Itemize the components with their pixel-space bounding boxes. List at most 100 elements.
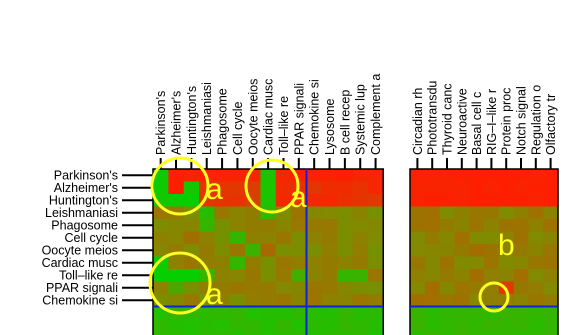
heatmap-cell (321, 256, 338, 270)
heatmap-cell (153, 281, 169, 295)
annotation-layer: a a a b (148, 156, 515, 315)
heatmap-cell (424, 331, 441, 335)
heatmap-cell (513, 231, 529, 245)
heatmap-cell (306, 306, 323, 320)
heatmap-cell (306, 206, 323, 220)
heatmap-cell (153, 269, 169, 283)
heatmap-cell (352, 269, 369, 283)
heatmap-cell (275, 294, 292, 308)
heatmap-cell (275, 181, 292, 195)
heatmap-cell (275, 169, 292, 183)
heatmap-cell (275, 331, 292, 335)
heatmap-cell (275, 219, 292, 233)
heatmap-cell (321, 294, 338, 308)
column-label: B cell recep (338, 90, 352, 155)
heatmap-cell (469, 244, 485, 258)
heatmap-cell (291, 331, 308, 335)
heatmap-cell (543, 219, 559, 233)
heatmap-cell (439, 219, 455, 233)
heatmap-cell (168, 256, 185, 270)
heatmap-cell (498, 256, 515, 270)
heatmap-cell (484, 181, 500, 195)
heatmap-cell (484, 256, 500, 270)
heatmap-cell (214, 206, 231, 220)
heatmap-cell (498, 219, 515, 233)
heatmap-cell (454, 331, 470, 335)
heatmap-cell (337, 256, 354, 270)
heatmap-cell (528, 206, 544, 220)
heatmap-cell (513, 181, 529, 195)
heatmap-cell (183, 319, 200, 333)
heatmap-cell (245, 181, 262, 195)
heatmap-cell (321, 181, 338, 195)
column-label: Cardiac musc (262, 79, 276, 155)
heatmap-cell (454, 294, 470, 308)
heatmap-cell (543, 244, 559, 258)
heatmap-cell (367, 206, 384, 220)
heatmap-cell (410, 169, 426, 183)
heatmap-cell (469, 169, 485, 183)
heatmap-cell (199, 256, 215, 270)
heatmap-cell (484, 206, 500, 220)
annotation-label: a (290, 181, 307, 214)
heatmap-cell (454, 231, 470, 245)
heatmap-cell (275, 244, 292, 258)
heatmap-cell (321, 244, 338, 258)
heatmap-cell (410, 194, 426, 208)
heatmap-cell (245, 331, 262, 335)
heatmap-cell (337, 169, 354, 183)
heatmap-cell (245, 294, 262, 308)
heatmap-cell (543, 294, 559, 308)
heatmap-cell (291, 269, 308, 283)
heatmap-cell (424, 169, 441, 183)
heatmap-cell (424, 181, 441, 195)
heatmap-cell (245, 269, 262, 283)
heatmap-cell (260, 169, 277, 183)
heatmap-cell (484, 331, 500, 335)
highlight-circle (148, 251, 212, 315)
row-labels: Parkinson'sAlzheimer'sHuntington'sLeishm… (42, 169, 118, 308)
heatmap-cell (337, 244, 354, 258)
heatmap-cell (168, 269, 185, 283)
heatmap-cell (306, 219, 323, 233)
heatmap-cell (229, 244, 246, 258)
heatmap-cell (498, 269, 515, 283)
heatmap-cell (183, 281, 200, 295)
heatmap-cell (275, 256, 292, 270)
heatmap-cell (454, 194, 470, 208)
heatmap-cell (337, 206, 354, 220)
heatmap-cell (528, 169, 544, 183)
heatmap-cell (498, 231, 515, 245)
heatmap-cell (439, 194, 455, 208)
heatmap-cell (275, 319, 292, 333)
heatmap-cell (513, 256, 529, 270)
column-label: Notch signal (515, 86, 529, 155)
heatmap-cell (260, 256, 277, 270)
heatmap-cell (469, 319, 485, 333)
heatmap-cell (306, 169, 323, 183)
heatmap-cell (410, 256, 426, 270)
column-label: Alzheimer's (170, 91, 184, 155)
heatmap-cell (214, 244, 231, 258)
heatmap-cell (352, 231, 369, 245)
heatmap-cell (498, 331, 515, 335)
heatmap-cell (484, 244, 500, 258)
heatmap-cell (214, 169, 231, 183)
heatmap-cell (367, 281, 384, 295)
heatmap-cell (543, 206, 559, 220)
heatmap-cell (229, 294, 246, 308)
heatmap-cell (306, 244, 323, 258)
heatmap-cell (469, 194, 485, 208)
heatmap-cell (245, 306, 262, 320)
heatmap-cell (260, 181, 277, 195)
heatmap-cell (168, 181, 185, 195)
heatmap-cell (543, 331, 559, 335)
heatmap-cell (454, 181, 470, 195)
heatmap-cell (291, 294, 308, 308)
heatmap-cell (183, 331, 200, 335)
heatmap-cell (498, 319, 515, 333)
heatmap-cell (424, 194, 441, 208)
heatmap-cell (484, 231, 500, 245)
heatmap-cell (543, 269, 559, 283)
